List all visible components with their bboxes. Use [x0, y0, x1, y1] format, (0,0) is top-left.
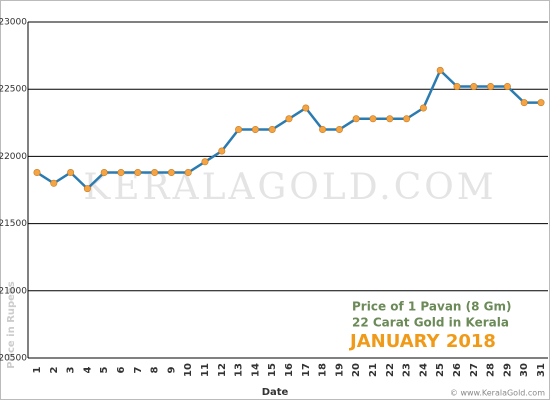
x-tick-label: 23 [402, 363, 413, 377]
marker [537, 99, 545, 107]
marker [134, 169, 142, 177]
x-tick-label: 21 [368, 363, 379, 377]
marker [67, 169, 75, 177]
marker [453, 83, 461, 91]
marker [167, 169, 175, 177]
x-tick-label: 1 [32, 366, 43, 373]
x-tick-label: 31 [536, 363, 547, 377]
marker [487, 83, 495, 91]
x-tick-label: 3 [66, 366, 77, 373]
marker [436, 66, 444, 74]
x-tick-label: 14 [250, 363, 261, 377]
x-tick-label: 18 [318, 363, 329, 377]
x-tick-label: 28 [486, 363, 497, 377]
marker [503, 83, 511, 91]
y-axis-label: Price in Rupees [6, 281, 17, 368]
marker [251, 126, 259, 134]
marker [218, 147, 226, 155]
marker [419, 104, 427, 112]
x-tick-label: 22 [385, 363, 396, 377]
x-tick-label: 19 [334, 363, 345, 377]
x-tick-label: 30 [519, 363, 530, 377]
marker [235, 126, 243, 134]
marker [117, 169, 125, 177]
marker [50, 179, 58, 187]
marker [151, 169, 159, 177]
marker [184, 169, 192, 177]
marker [369, 115, 377, 123]
marker [386, 115, 394, 123]
x-tick-label: 5 [99, 366, 110, 373]
x-tick-label: 12 [217, 363, 228, 377]
marker [201, 158, 209, 166]
x-tick-label: 6 [116, 366, 127, 373]
x-tick-label: 10 [183, 363, 194, 377]
marker [268, 126, 276, 134]
x-tick-label: 4 [82, 366, 93, 373]
x-tick-label: 20 [351, 363, 362, 377]
marker [520, 99, 528, 107]
y-tick-label: 23000 [0, 18, 27, 28]
x-tick-label: 26 [452, 363, 463, 377]
marker [285, 115, 293, 123]
x-tick-label: 27 [469, 363, 480, 377]
x-tick-label: 8 [150, 366, 161, 373]
x-tick-label: 25 [435, 363, 446, 377]
annotation: Price of 1 Pavan (8 Gm) [352, 300, 512, 314]
y-tick-label: 21500 [0, 219, 27, 229]
x-tick-label: 11 [200, 363, 211, 377]
marker [403, 115, 411, 123]
marker [319, 126, 327, 134]
x-tick-label: 15 [267, 363, 278, 377]
y-tick-label: 20500 [0, 354, 27, 364]
annotation: 22 Carat Gold in Kerala [352, 316, 509, 330]
x-tick-label: 17 [301, 363, 312, 377]
annotation: JANUARY 2018 [348, 331, 496, 352]
marker [100, 169, 108, 177]
marker [335, 126, 343, 134]
x-tick-label: 16 [284, 363, 295, 377]
x-tick-label: 2 [49, 366, 60, 373]
x-tick-label: 24 [418, 363, 429, 377]
y-tick-label: 22500 [0, 85, 27, 95]
marker [470, 83, 478, 91]
y-tick-label: 22000 [0, 152, 27, 162]
x-tick-label: 13 [234, 363, 245, 377]
marker [83, 185, 91, 193]
x-tick-label: 29 [502, 363, 513, 377]
x-tick-label: 9 [166, 366, 177, 373]
x-axis-label: Date [262, 387, 289, 398]
marker [33, 169, 41, 177]
marker [352, 115, 360, 123]
marker [302, 104, 310, 112]
y-tick-label: 21000 [0, 286, 27, 296]
x-tick-label: 7 [133, 366, 144, 373]
credit: © www.KeralaGold.com [450, 389, 545, 398]
